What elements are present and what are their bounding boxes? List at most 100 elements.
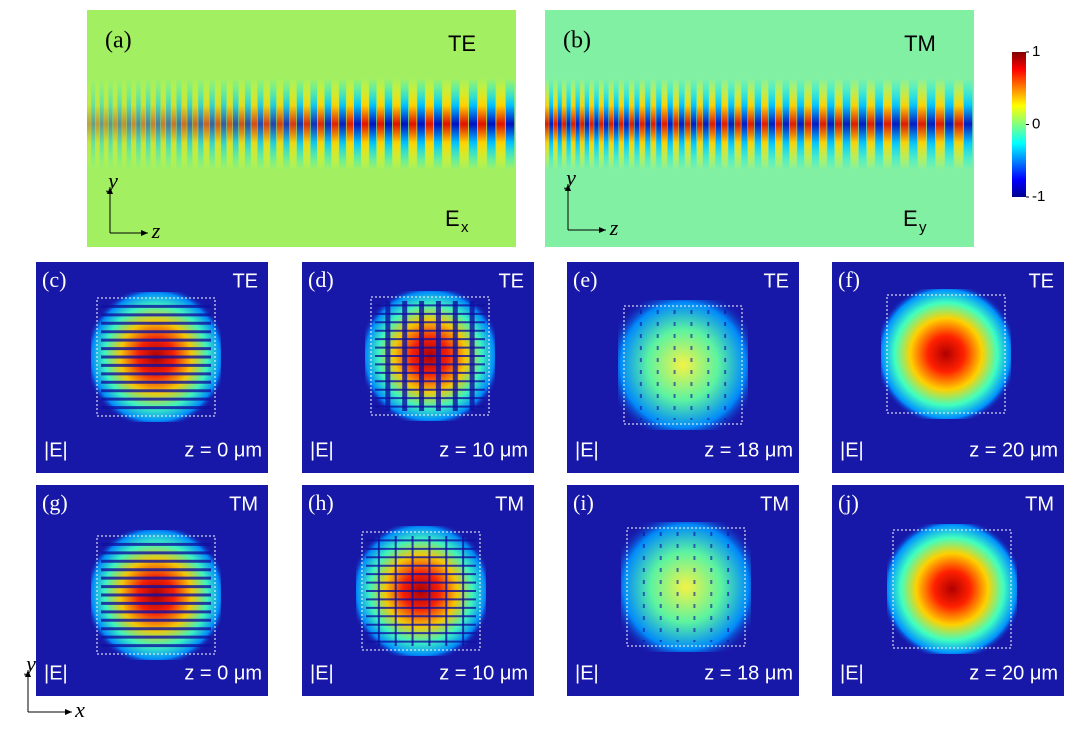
field-stripe — [310, 78, 318, 170]
mode-profile — [618, 300, 748, 430]
field-stripe — [553, 78, 558, 170]
mode-label: TM — [904, 31, 936, 56]
field-stripe — [245, 78, 251, 170]
field-stripe — [909, 78, 918, 170]
field-stripe — [634, 78, 640, 170]
panel-label: (c) — [42, 267, 66, 292]
quantity-label: |E| — [310, 439, 334, 461]
field-stripe — [451, 78, 460, 170]
field-stripe — [629, 78, 635, 170]
panel-label: (b) — [563, 28, 591, 54]
colorbar-tick-label: 0 — [1032, 115, 1040, 132]
field-stripe — [850, 78, 859, 170]
quantity-label: |E| — [840, 439, 864, 461]
field-subscript: y — [919, 219, 927, 236]
mode-label: TE — [763, 270, 789, 292]
field-stripe — [417, 78, 425, 170]
field-stripe — [117, 78, 122, 170]
axis-label: y — [106, 168, 118, 193]
field-stripe — [176, 78, 182, 170]
position-label: z = 0 μm — [184, 439, 262, 461]
field-stripe — [594, 78, 599, 170]
field-stripe — [748, 78, 755, 170]
field-stripe — [296, 78, 304, 170]
quantity-label: |E| — [575, 439, 599, 461]
field-stripe — [963, 78, 973, 170]
field-stripe — [339, 78, 346, 170]
mode-profile — [881, 289, 1011, 419]
arrow-head — [25, 670, 31, 677]
mode-label: TE — [1028, 270, 1054, 292]
field-stripe — [487, 78, 496, 170]
field-stripe — [696, 78, 703, 170]
field-stripe — [834, 78, 843, 170]
field-stripe — [166, 78, 171, 170]
mode-profile — [621, 522, 751, 652]
position-label: z = 20 μm — [969, 439, 1058, 461]
field-stripe — [232, 78, 239, 170]
field-stripe — [331, 78, 339, 170]
field-stripe — [496, 78, 505, 170]
field-stripe — [545, 78, 549, 170]
field-stripe — [918, 78, 927, 170]
panel-label: (e) — [573, 267, 597, 292]
field-stripe — [136, 78, 141, 170]
field-stripe — [584, 78, 590, 170]
field-stripe — [926, 78, 936, 170]
field-symbol: E — [445, 206, 460, 231]
mode-label: TE — [498, 270, 524, 292]
position-label: z = 18 μm — [704, 439, 793, 461]
field-stripe — [858, 78, 867, 170]
field-stripe — [656, 78, 662, 170]
field-stripe — [99, 78, 104, 170]
field-stripe — [827, 78, 835, 170]
field-stripe — [361, 78, 369, 170]
field-stripe — [346, 78, 354, 170]
field-stripe — [608, 78, 614, 170]
field-stripe — [108, 78, 113, 170]
field-stripe — [91, 78, 96, 170]
field-stripe — [192, 78, 198, 170]
field-stripe — [866, 78, 875, 170]
field-stripe — [624, 78, 629, 170]
axis-label: z — [609, 215, 619, 240]
field-stripe — [667, 78, 673, 170]
field-stripe — [741, 78, 748, 170]
field-stripe — [819, 78, 827, 170]
field-stripe — [883, 78, 892, 170]
colorbar-tick-label: 1 — [1032, 43, 1040, 60]
arrow-head — [599, 227, 606, 233]
arrow-head — [565, 184, 571, 191]
field-stripe — [251, 78, 257, 170]
quantity-label: |E| — [840, 662, 864, 684]
field-stripe — [571, 78, 576, 170]
panel-label: (d) — [308, 267, 334, 292]
field-stripe — [113, 78, 118, 170]
field-stripe — [221, 78, 227, 170]
guide-square — [886, 294, 1006, 414]
position-label: z = 0 μm — [184, 662, 262, 684]
mode-label: TM — [495, 493, 524, 515]
panel-label: (a) — [105, 28, 132, 54]
quantity-label: |E| — [44, 439, 68, 461]
field-stripe — [263, 78, 270, 170]
quantity-label: |E| — [310, 662, 334, 684]
position-label: z = 10 μm — [439, 662, 528, 684]
field-stripe — [603, 78, 609, 170]
field-stripe — [460, 78, 469, 170]
guide-square — [623, 305, 743, 425]
panel-label: (h) — [308, 490, 334, 515]
guide-square — [892, 529, 1012, 649]
mode-label: TE — [232, 270, 258, 292]
field-stripe — [376, 78, 385, 170]
axis-label: z — [151, 218, 161, 243]
field-stripe — [754, 78, 762, 170]
field-stripe — [954, 78, 963, 170]
field-stripe — [369, 78, 377, 170]
position-label: z = 10 μm — [439, 439, 528, 461]
field-stripe — [734, 78, 741, 170]
field-stripe — [580, 78, 585, 170]
axis-label: y — [564, 165, 576, 190]
field-stripe — [215, 78, 221, 170]
field-stripe — [562, 78, 567, 170]
